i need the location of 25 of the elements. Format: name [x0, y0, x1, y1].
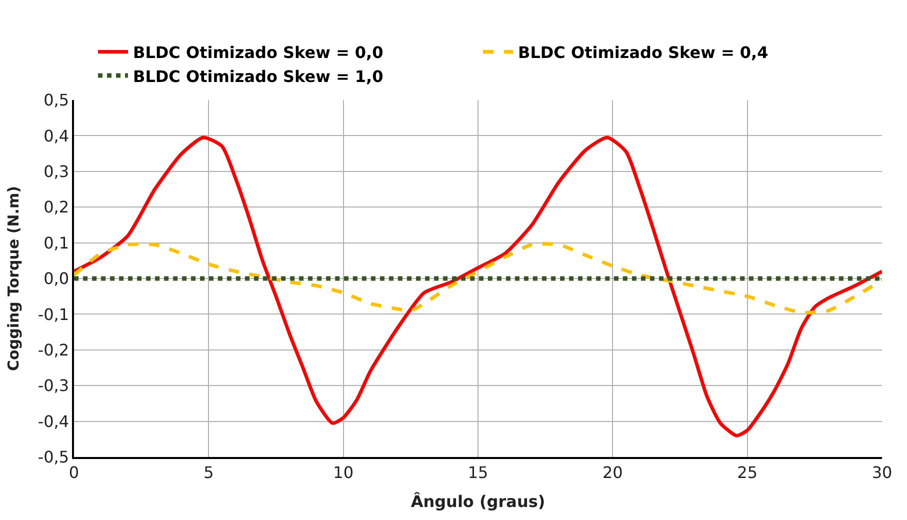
legend-label: BLDC Otimizado Skew = 0,4 [518, 43, 768, 62]
x-tick-label: 20 [602, 462, 623, 482]
x-tick-label: 5 [204, 462, 214, 482]
y-tick-label: 0,5 [44, 90, 70, 110]
y-tick-label: 0,1 [44, 233, 70, 252]
y-tick-label: 0,2 [44, 198, 70, 217]
x-tick-label: 30 [872, 462, 892, 482]
y-axis-title: Cogging Torque (N.m) [4, 186, 23, 371]
line-series [74, 242, 882, 314]
y-tick-label: -0,5 [38, 448, 70, 467]
y-tick-label: -0,4 [38, 412, 70, 431]
y-tick-label: 0,3 [44, 162, 70, 181]
x-tick-label: 15 [468, 462, 488, 482]
y-tick-label: 0,4 [44, 126, 70, 146]
y-tick-label: -0,3 [38, 376, 70, 396]
y-tick-label: -0,2 [38, 340, 70, 360]
x-tick-label: 0 [68, 462, 80, 482]
x-tick-label: 25 [737, 462, 758, 482]
line-series [74, 136, 882, 438]
x-tick-label: 10 [333, 462, 354, 482]
legend-label: BLDC Otimizado Skew = 0,0 [133, 43, 384, 62]
legend-label: BLDC Otimizado Skew = 1,0 [133, 66, 384, 86]
y-tick-label: -0,1 [38, 304, 70, 324]
y-tick-label: 0,0 [44, 269, 70, 288]
x-axis-title: Ângulo (graus) [410, 492, 546, 512]
